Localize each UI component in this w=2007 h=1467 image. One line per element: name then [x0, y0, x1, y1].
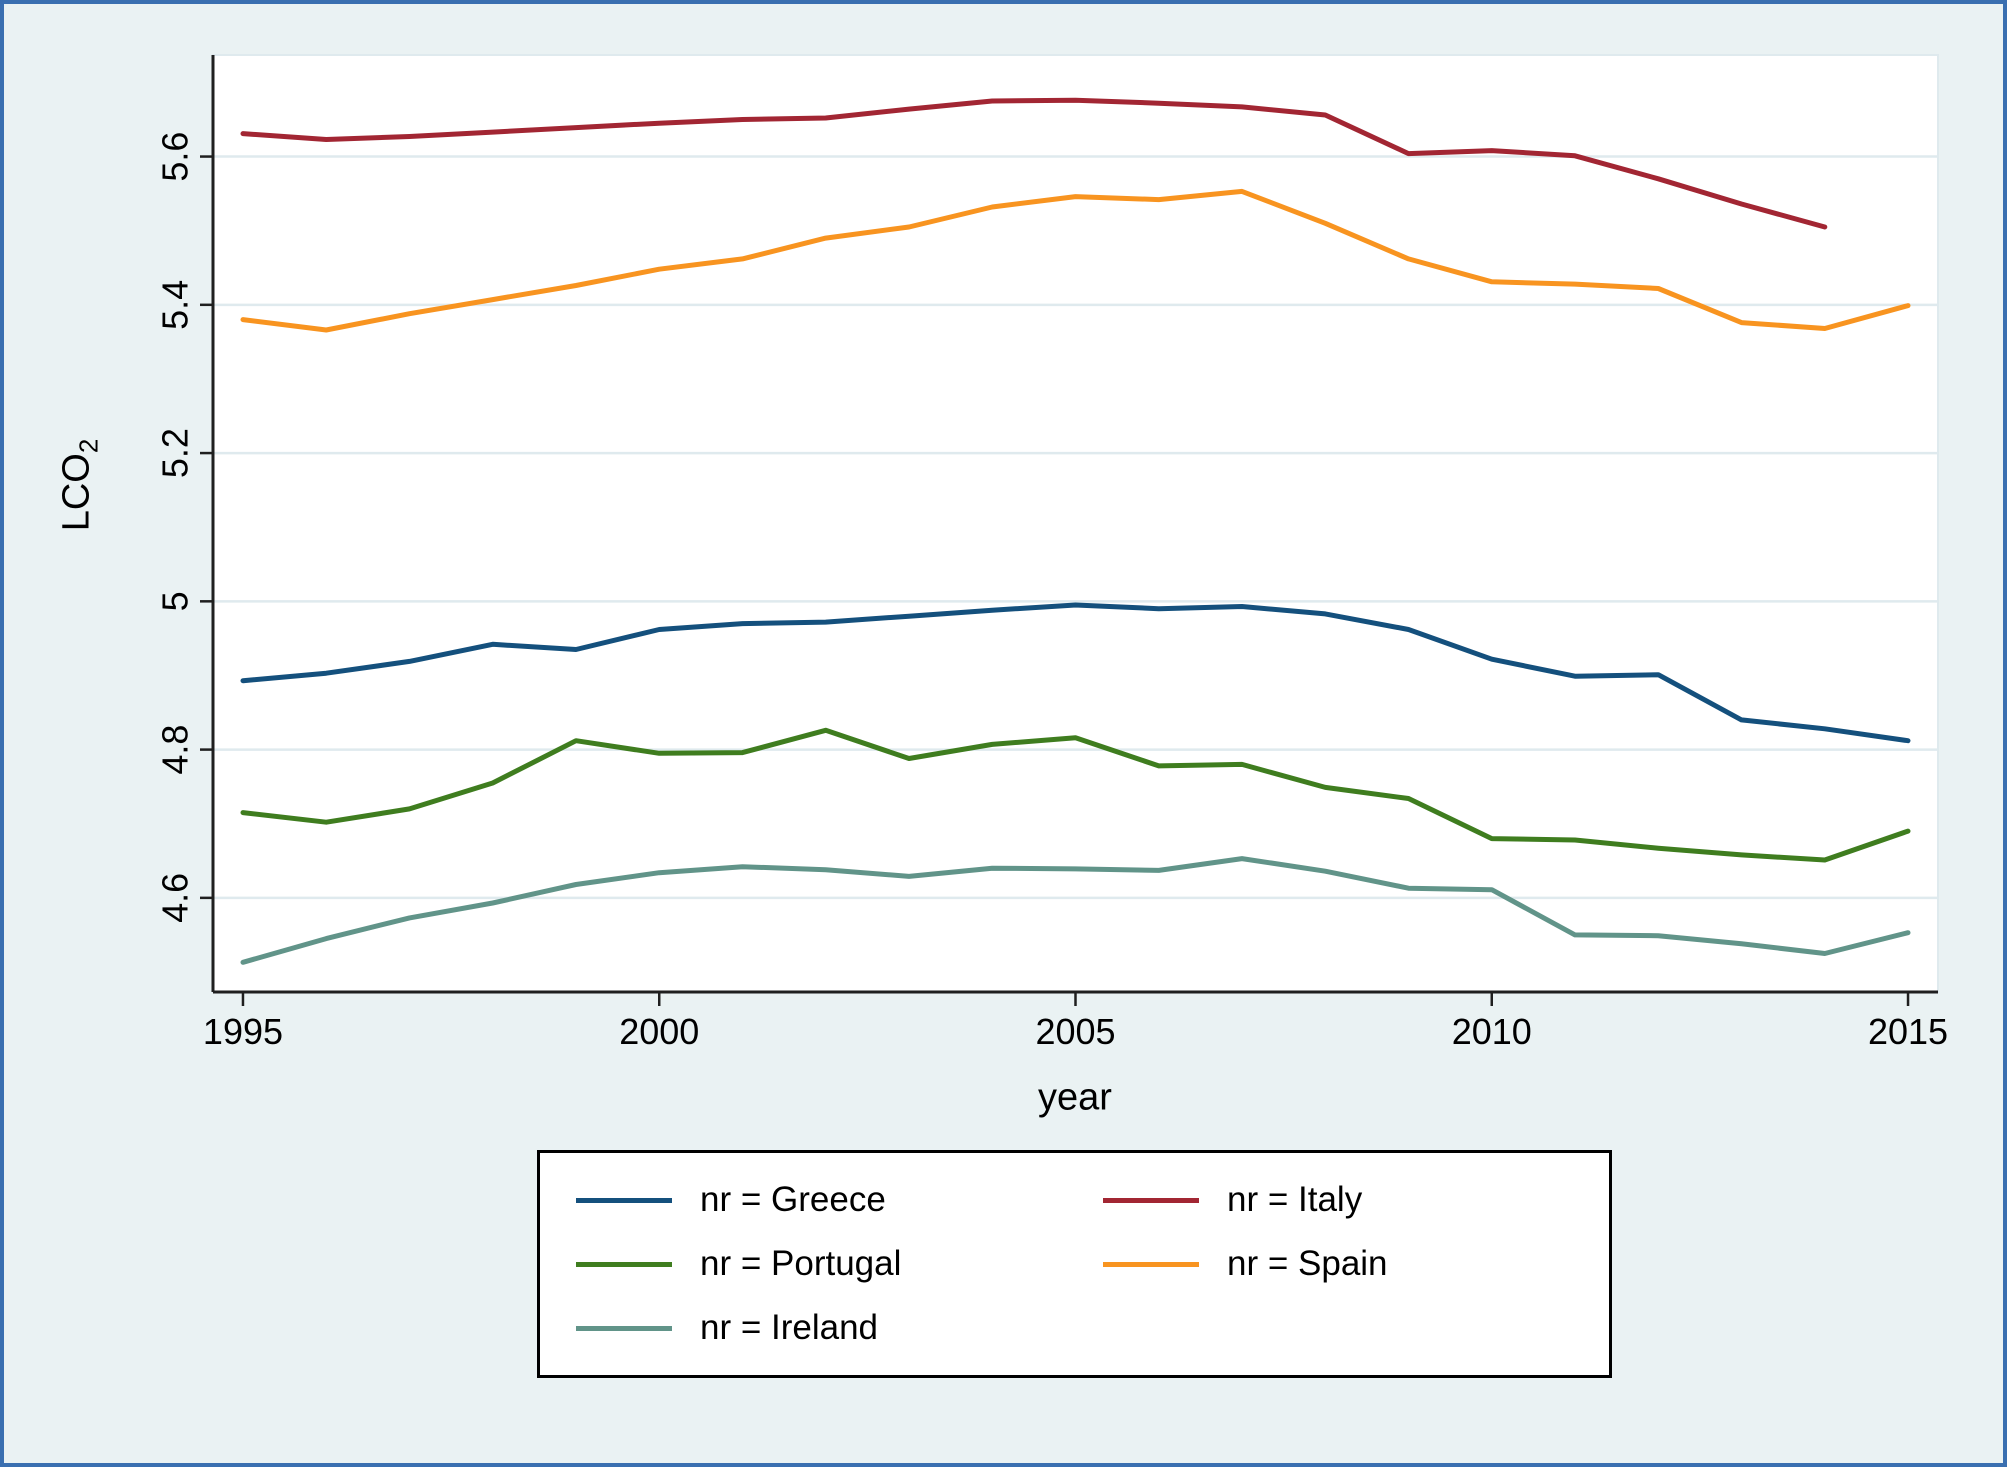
- legend: nr = Greece nr = Italy nr = Portugal nr …: [537, 1150, 1612, 1378]
- x-axis-title: year: [1038, 1076, 1112, 1119]
- legend-swatch-greece: [576, 1197, 672, 1203]
- legend-item-spain: nr = Spain: [1103, 1244, 1609, 1284]
- legend-label-ireland: nr = Ireland: [700, 1308, 879, 1347]
- legend-label-italy: nr = Italy: [1227, 1180, 1363, 1219]
- y-tick-label: 5.6: [155, 132, 196, 182]
- x-tick-label: 2005: [1035, 1011, 1115, 1052]
- legend-item-ireland: nr = Ireland: [576, 1308, 1103, 1348]
- legend-swatch-ireland: [576, 1325, 672, 1331]
- y-tick-label: 5.2: [155, 428, 196, 478]
- x-tick-label: 2015: [1868, 1011, 1948, 1052]
- x-tick-label: 2000: [619, 1011, 699, 1052]
- series-line-italy: [240, 97, 1828, 230]
- legend-item-greece: nr = Greece: [576, 1180, 1103, 1220]
- legend-item-portugal: nr = Portugal: [576, 1244, 1103, 1284]
- series-line-portugal: [240, 727, 1911, 863]
- legend-item-italy: nr = Italy: [1103, 1180, 1609, 1220]
- legend-label-portugal: nr = Portugal: [700, 1244, 902, 1283]
- y-tick-label: 4.8: [155, 725, 196, 775]
- legend-label-greece: nr = Greece: [700, 1180, 886, 1219]
- plot-area: [212, 54, 1939, 993]
- x-tick-label: 1995: [203, 1011, 283, 1052]
- y-axis-title-subscript: 2: [73, 438, 104, 454]
- x-tick-label: 2010: [1452, 1011, 1532, 1052]
- series-line-greece: [240, 602, 1911, 744]
- legend-swatch-spain: [1103, 1261, 1199, 1267]
- y-tick-label: 4.6: [155, 873, 196, 923]
- y-tick-label: 5: [155, 591, 196, 611]
- legend-label-spain: nr = Spain: [1227, 1244, 1388, 1283]
- legend-swatch-portugal: [576, 1261, 672, 1267]
- series-line-ireland: [240, 856, 1911, 965]
- y-axis-title-text: LCO: [55, 453, 98, 532]
- legend-swatch-italy: [1103, 1197, 1199, 1203]
- series-line-spain: [240, 188, 1911, 333]
- y-tick-label: 5.4: [155, 280, 196, 330]
